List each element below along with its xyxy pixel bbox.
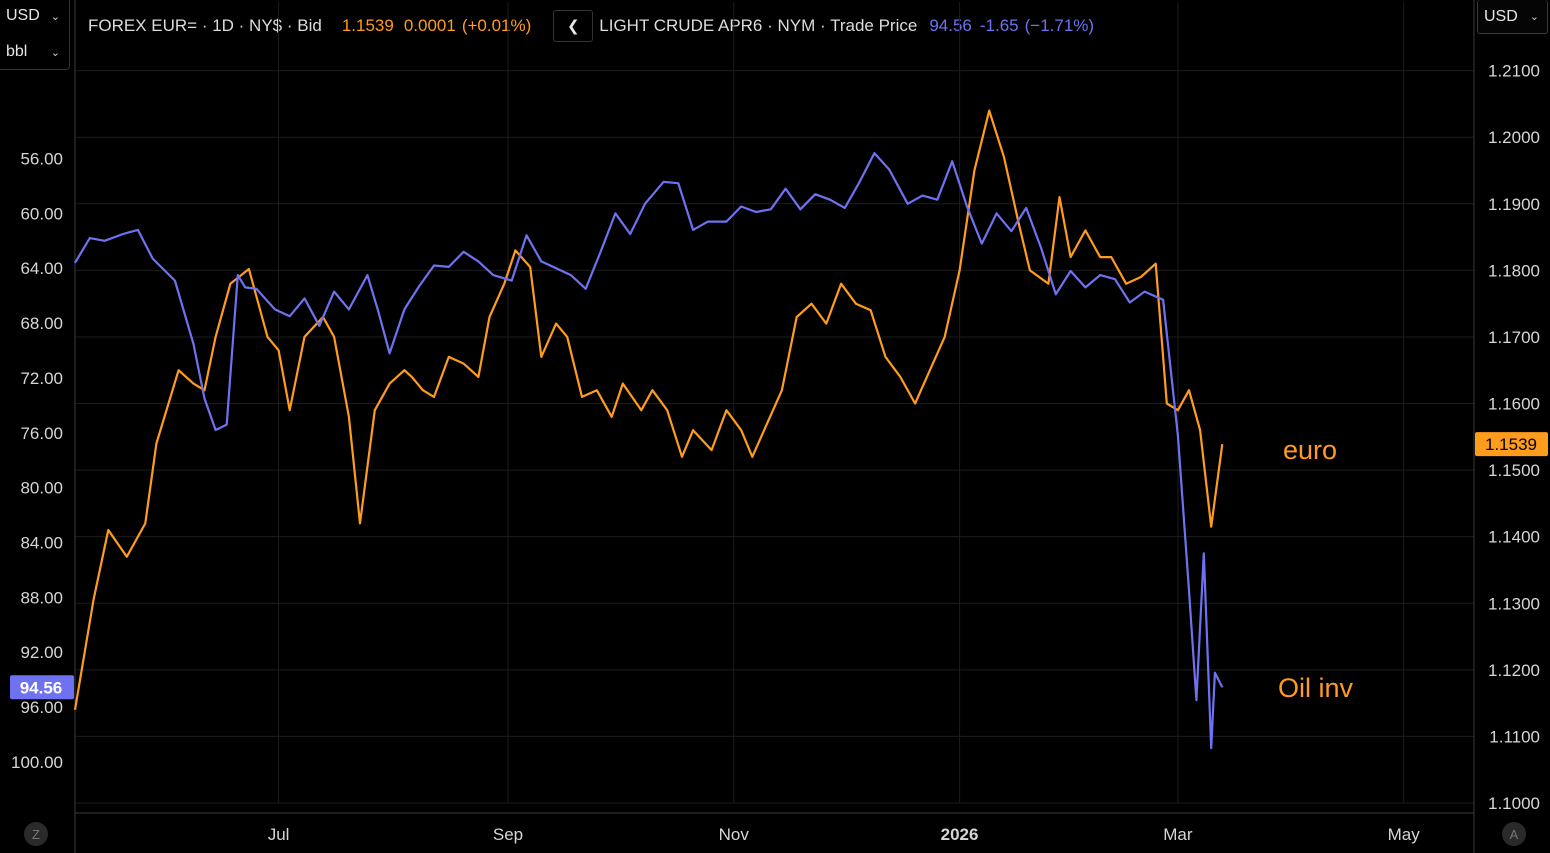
right-tick-label: 1.1100 [1489, 727, 1540, 746]
left-unit-value: bbl [6, 43, 28, 60]
right-tick-label: 1.1600 [1488, 395, 1540, 414]
left-tick-label: 76.00 [20, 424, 63, 443]
euro-series-line [73, 109, 1224, 710]
left-tick-label: 72.00 [20, 369, 63, 388]
annotations: euro Oil inv [1278, 435, 1354, 703]
right-tick-label: 1.1300 [1488, 594, 1540, 613]
x-tick-label: Sep [493, 825, 523, 844]
series-lines [73, 109, 1224, 750]
left-currency-value: USD [6, 7, 40, 24]
left-tick-label: 64.00 [20, 259, 63, 278]
series1-price: 1.1539 [341, 16, 394, 35]
zoom-reset-label: Z [32, 826, 40, 842]
x-tick-label: Jul [268, 825, 290, 844]
right-currency-dropdown[interactable]: USD ⌄ [1477, 0, 1548, 34]
right-tick-label: 1.2100 [1488, 62, 1540, 81]
left-unit-dropdown[interactable]: bbl ⌄ [0, 36, 68, 68]
zoom-reset-icon[interactable]: Z [24, 822, 48, 846]
x-tick-label: 2026 [941, 825, 979, 844]
chevron-down-icon: ⌄ [1529, 11, 1539, 23]
right-tick-label: 1.1200 [1488, 661, 1540, 680]
series2-pct: (−1.71%) [1024, 16, 1095, 35]
x-tick-label: May [1388, 825, 1421, 844]
left-tick-label: 100.00 [11, 753, 63, 772]
oil-series-line [74, 152, 1224, 750]
chevron-left-icon[interactable]: ❮ [553, 10, 594, 42]
right-tick-label: 1.1800 [1488, 261, 1540, 280]
oil-last-value-label: 94.56 [20, 678, 63, 697]
left-tick-label: 96.00 [20, 698, 63, 717]
series2-change: -1.65 [979, 16, 1019, 35]
right-tick-label: 1.1700 [1488, 328, 1540, 347]
right-tick-label: 1.1400 [1488, 528, 1540, 547]
series1-name[interactable]: FOREX EUR= · 1D · NY$ · Bid [88, 16, 322, 35]
right-tick-label: 1.1000 [1488, 794, 1540, 813]
left-tick-label: 60.00 [20, 204, 63, 223]
series2-name[interactable]: LIGHT CRUDE APR6 · NYM · Trade Price [599, 16, 918, 35]
left-tick-label: 56.00 [20, 150, 63, 169]
left-tick-label: 80.00 [20, 479, 63, 498]
right-tick-label: 1.2000 [1488, 128, 1540, 147]
grid [75, 2, 1474, 804]
left-tick-label: 84.00 [20, 533, 63, 552]
auto-scale-icon[interactable]: A [1502, 822, 1526, 846]
oil-last-value-badge [10, 675, 74, 700]
chart-annotation: euro [1283, 435, 1337, 465]
x-tick-label: Mar [1163, 825, 1193, 844]
series2-price: 94.56 [929, 16, 972, 35]
chart-legend: FOREX EUR= · 1D · NY$ · Bid 1.1539 0.000… [88, 10, 1100, 42]
series1-pct: (+0.01%) [461, 16, 532, 35]
chevron-down-icon: ⌄ [50, 46, 60, 59]
right-tick-label: 1.1500 [1488, 461, 1540, 480]
right-tick-label: 1.1900 [1488, 195, 1540, 214]
left-tick-label: 68.00 [20, 314, 63, 333]
x-tick-label: Nov [719, 825, 750, 844]
auto-scale-label: A [1509, 826, 1519, 842]
axes [74, 0, 1475, 853]
chart-annotation: Oil inv [1278, 673, 1354, 703]
chevron-down-icon: ⌄ [50, 10, 60, 23]
axis-labels: Jul Sep Nov 2026 Mar May 1.2100 1.2000 1.1900 1.1… [10, 62, 1548, 844]
left-tick-label: 92.00 [20, 643, 63, 662]
euro-last-value-badge [1475, 432, 1548, 457]
left-axis-settings-panel: USD ⌄ bbl ⌄ [0, 0, 70, 70]
left-tick-label: 88.00 [20, 588, 63, 607]
left-currency-dropdown[interactable]: USD ⌄ [0, 0, 68, 32]
series1-change: 0.0001 [403, 16, 456, 35]
right-currency-value: USD [1484, 7, 1518, 25]
euro-last-value-label: 1.1539 [1485, 435, 1537, 454]
